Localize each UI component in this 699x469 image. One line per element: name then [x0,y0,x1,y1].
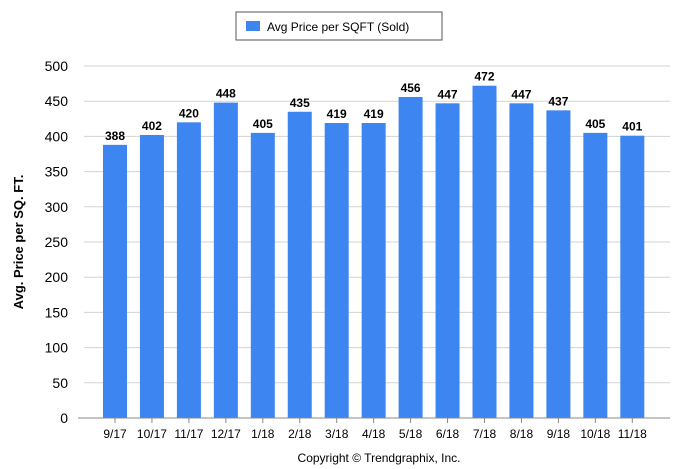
x-tick-label: 9/17 [103,427,127,441]
y-tick-label: 150 [45,304,69,320]
y-tick-label: 100 [45,340,69,356]
bar [583,132,608,418]
bar [250,132,275,418]
bar [546,110,571,419]
data-labels: 388 402 420 448 405 435 419 419 456 447 472 447 437 4… [105,70,643,143]
bar [176,122,201,418]
bar-value-label: 447 [438,87,458,101]
legend-box [235,11,443,41]
bars [103,85,645,419]
bar-value-label: 437 [548,94,568,108]
x-tick-label: 6/18 [436,427,460,441]
legend-swatch [246,21,260,31]
bar-value-label: 448 [216,87,236,101]
x-tick-label: 11/17 [174,427,203,441]
bar-value-label: 419 [364,107,384,121]
x-tick-label: 11/18 [618,427,647,441]
y-tick-label: 0 [60,410,68,426]
x-tick-label: 3/18 [325,427,349,441]
bar-value-label: 472 [474,70,494,84]
bar [287,111,312,418]
bar-value-label: 456 [401,81,421,95]
x-tick-label: 9/18 [547,427,571,441]
x-tick-label: 1/18 [251,427,275,441]
x-tick-label: 8/18 [510,427,534,441]
bar-value-label: 402 [142,119,162,133]
x-tick-label: 2/18 [288,427,312,441]
y-axis-title: Avg. Price per SQ. FT. [11,175,26,310]
bar [103,144,127,418]
bar [213,102,238,418]
legend: Avg Price per SQFT (Sold) [235,11,443,41]
y-tick-label: 500 [45,58,69,74]
bar-value-label: 447 [511,87,531,101]
x-tick-label: 5/18 [399,427,423,441]
bar-value-label: 435 [290,96,310,110]
legend-label: Avg Price per SQFT (Sold) [267,20,409,34]
bar [324,123,349,419]
bar-value-label: 420 [179,106,199,120]
bar [361,123,386,419]
axes: 0 50 100 150 200 250 300 350 400 450 500 9/17 10/17 1… [45,58,670,441]
bar [509,103,534,418]
y-tick-label: 450 [45,93,69,109]
bar-value-label: 419 [327,107,347,121]
x-tick-label: 4/18 [362,427,386,441]
bar [139,134,164,418]
bar [398,96,423,418]
x-tick-label: 7/18 [473,427,497,441]
bar-value-label: 388 [105,129,125,143]
y-tick-label: 300 [45,199,69,215]
y-tick-label: 350 [45,164,69,180]
bar [472,85,497,418]
y-tick-label: 250 [45,234,69,250]
copyright-credit: Copyright © Trendgraphix, Inc. [298,451,461,465]
bar-value-label: 405 [585,117,605,131]
y-tick-label: 50 [52,375,68,391]
y-tick-label: 400 [45,128,69,144]
x-tick-label: 10/18 [580,427,610,441]
y-tick-label: 200 [45,269,69,285]
x-tick-label: 10/17 [137,427,167,441]
bar [620,135,645,419]
bar-value-label: 405 [253,117,273,131]
x-tick-label: 12/17 [211,427,241,441]
bar-value-label: 401 [622,120,642,134]
bar [435,103,460,418]
